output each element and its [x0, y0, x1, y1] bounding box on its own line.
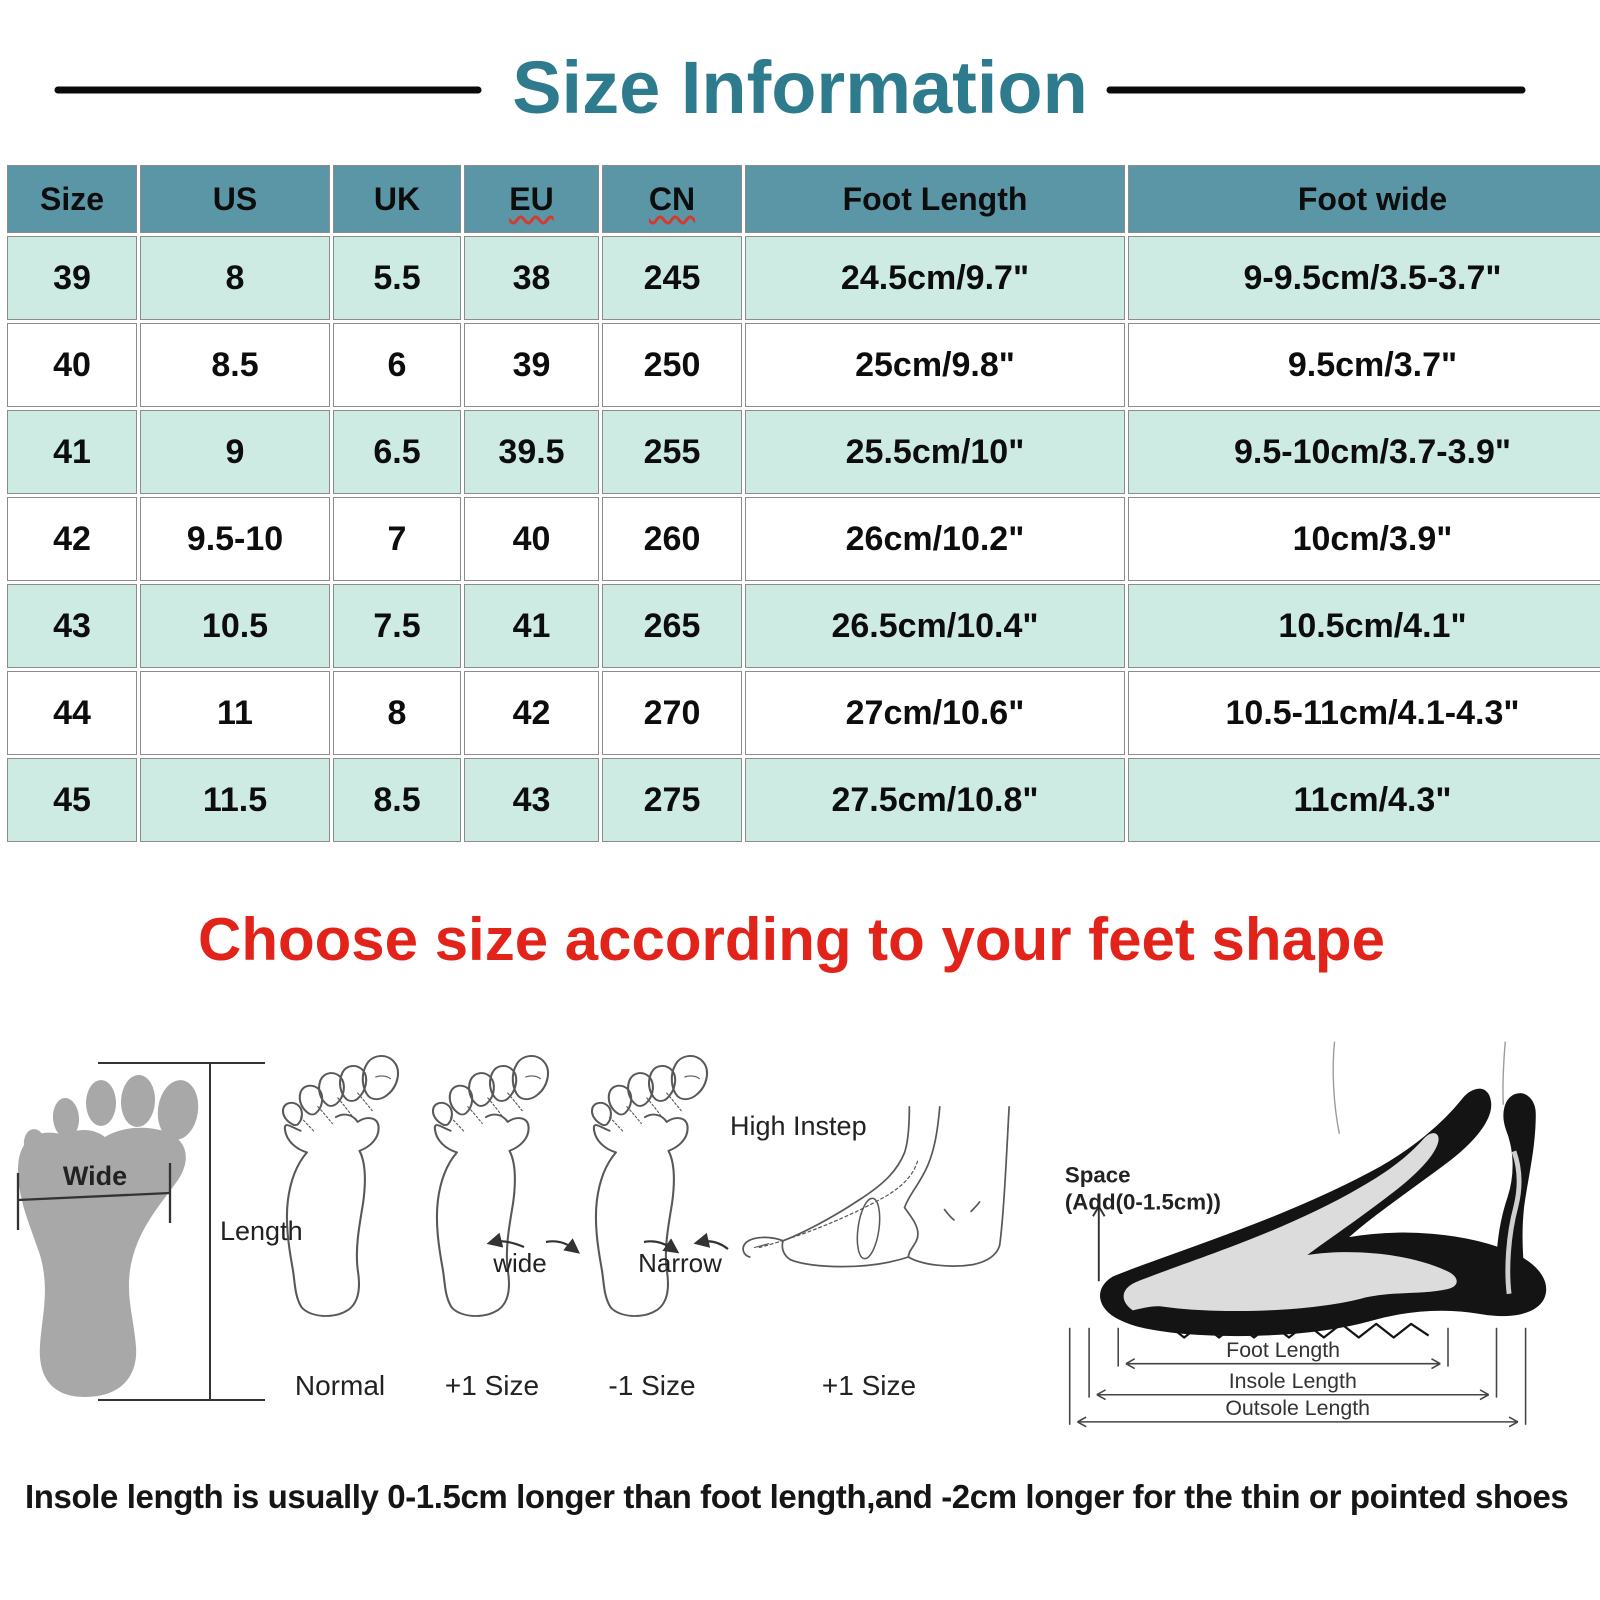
svg-text:+1 Size: +1 Size [445, 1370, 539, 1401]
svg-text:Normal: Normal [295, 1370, 385, 1401]
svg-text:+1 Size: +1 Size [822, 1370, 916, 1401]
svg-text:Length: Length [220, 1216, 303, 1246]
svg-text:Narrow: Narrow [638, 1248, 722, 1278]
svg-text:wide: wide [492, 1248, 546, 1278]
svg-text:Wide: Wide [63, 1161, 127, 1191]
svg-text:Foot Length: Foot Length [1226, 1338, 1340, 1362]
svg-text:(Add(0-1.5cm)): (Add(0-1.5cm)) [1065, 1189, 1221, 1214]
svg-text:Outsole Length: Outsole Length [1225, 1396, 1370, 1420]
svg-text:High Instep: High Instep [730, 1111, 867, 1141]
svg-text:Insole Length: Insole Length [1229, 1369, 1357, 1393]
svg-text:-1 Size: -1 Size [608, 1370, 695, 1401]
svg-text:Space: Space [1065, 1162, 1131, 1187]
